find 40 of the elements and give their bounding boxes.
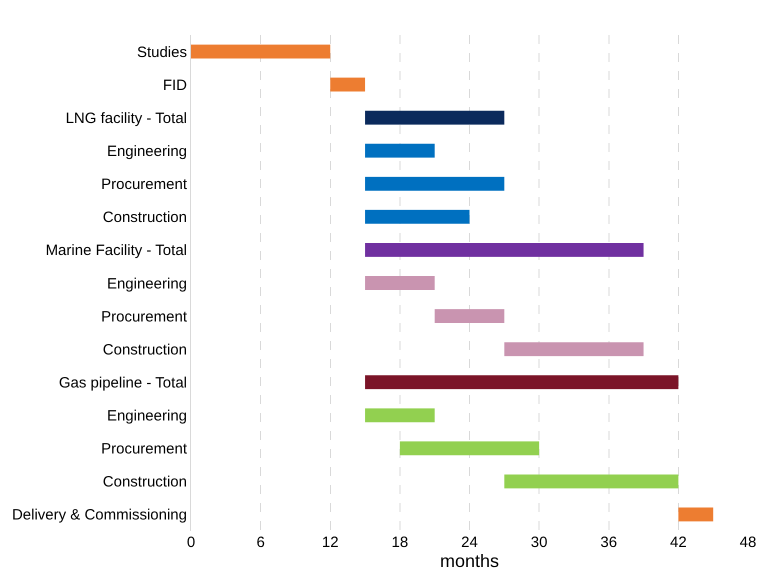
y-tick-label: Engineering xyxy=(106,275,187,292)
bar xyxy=(504,342,644,356)
y-tick-label: Construction xyxy=(102,341,187,358)
x-tick-label: 18 xyxy=(392,534,408,551)
bar xyxy=(434,309,504,324)
x-tick-label: 48 xyxy=(740,534,756,551)
y-tick-label: Procurement xyxy=(101,176,188,194)
y-tick-label: LNG facility - Total xyxy=(66,110,187,127)
bar xyxy=(400,441,540,456)
y-tick-label: Marine Facility - Total xyxy=(46,242,187,260)
bar xyxy=(365,144,435,158)
bar xyxy=(504,474,678,488)
bar xyxy=(191,44,330,58)
bar xyxy=(365,176,504,191)
y-tick-label: Procurement xyxy=(101,440,188,458)
x-axis-title: months xyxy=(440,551,500,571)
bar xyxy=(365,408,435,422)
x-tick-label: 30 xyxy=(530,534,548,551)
bar xyxy=(365,242,644,257)
y-tick-label: Delivery & Commissioning xyxy=(12,506,187,524)
y-tick-label: Gas pipeline - Total xyxy=(58,374,187,392)
bar xyxy=(365,210,470,224)
y-tick-label: Engineering xyxy=(106,142,187,160)
y-tick-label: FID xyxy=(162,76,188,94)
x-tick-label: 24 xyxy=(461,534,478,551)
x-tick-label: 6 xyxy=(256,534,265,551)
y-tick-label: Studies xyxy=(136,44,187,61)
x-tick-label: 36 xyxy=(600,534,618,551)
x-tick-label: 42 xyxy=(670,534,687,551)
y-tick-label: Engineering xyxy=(106,408,187,425)
bar xyxy=(365,110,504,125)
y-tick-label: Procurement xyxy=(101,308,188,326)
x-tick-label: 12 xyxy=(322,534,339,551)
bar xyxy=(330,78,366,92)
bar xyxy=(365,276,435,290)
x-tick-label: 0 xyxy=(186,534,196,551)
bar xyxy=(678,508,714,522)
y-tick-label: Construction xyxy=(102,209,187,226)
bar xyxy=(365,375,678,390)
y-tick-label: Construction xyxy=(102,474,187,491)
